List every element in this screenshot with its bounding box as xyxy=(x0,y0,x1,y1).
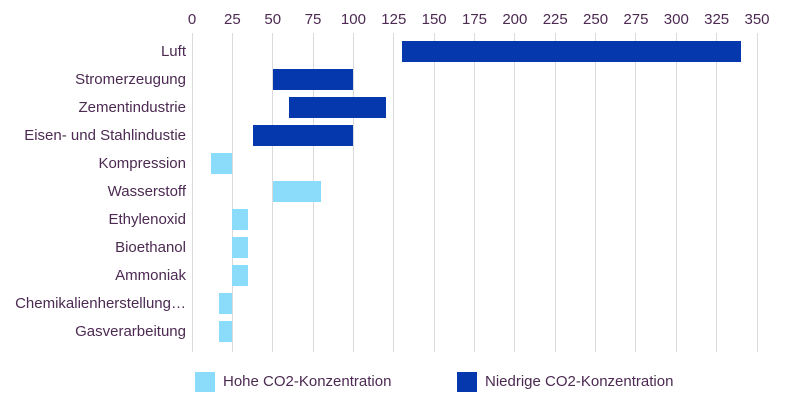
range-bar-wasserstoff xyxy=(272,181,322,202)
x-axis-tick-label: 50 xyxy=(264,11,282,28)
gridline xyxy=(595,33,597,352)
x-axis-tick-label: 275 xyxy=(623,11,649,28)
x-axis-tick-label: 75 xyxy=(304,11,322,28)
gridline xyxy=(474,33,475,352)
category-label: Kompression xyxy=(98,154,186,172)
x-axis-tick-label: 175 xyxy=(461,11,488,28)
category-label: Stromerzeugung xyxy=(75,70,186,88)
category-label: Eisen- und Stahlindustie xyxy=(24,126,186,144)
gridline xyxy=(433,33,435,352)
x-axis-tick-label: 25 xyxy=(224,11,241,28)
range-bar-ammoniak xyxy=(232,265,249,286)
x-axis-tick-label: 100 xyxy=(340,11,366,28)
range-bar-kompression xyxy=(211,153,233,174)
x-axis-tick-label: 200 xyxy=(502,11,528,28)
category-label: Zementindustrie xyxy=(78,98,186,116)
range-bar-luft xyxy=(401,41,741,62)
range-bar-gasverarbeitung xyxy=(219,321,233,342)
gridline xyxy=(514,33,516,352)
x-axis-tick-label: 150 xyxy=(421,11,447,28)
x-axis-tick-label: 250 xyxy=(583,11,609,28)
category-label: Bioethanol xyxy=(115,238,186,256)
x-axis-tick-label: 325 xyxy=(704,11,730,28)
range-bar-bioethanol xyxy=(232,237,249,258)
x-axis-tick-label: 350 xyxy=(744,11,770,28)
gridline xyxy=(716,33,718,352)
range-bar-zementindustrie xyxy=(288,97,386,118)
category-label: Wasserstoff xyxy=(107,182,186,200)
gridline xyxy=(675,33,677,352)
range-bar-stromerzeugung xyxy=(272,69,354,90)
category-label: Ethylenoxid xyxy=(108,210,186,228)
category-label: Chemikalienherstellung… xyxy=(15,294,186,312)
x-axis-tick-label: 300 xyxy=(663,11,689,28)
gridline xyxy=(756,33,758,352)
range-bar-ethylenoxid xyxy=(232,209,249,230)
legend-label: Niedrige CO2-Konzentration xyxy=(485,373,674,390)
x-axis-tick-label: 225 xyxy=(542,11,568,28)
legend-label: Hohe CO2-Konzentration xyxy=(223,373,392,390)
legend-swatch-high_co2 xyxy=(195,372,215,392)
x-axis-tick-label: 0 xyxy=(187,11,197,28)
gridline xyxy=(231,33,233,352)
range-bar-chemikalienherstellung xyxy=(219,293,233,314)
gridline xyxy=(393,33,395,352)
category-label: Gasverarbeitung xyxy=(75,322,186,340)
x-axis-tick-label: 125 xyxy=(381,11,407,28)
gridline xyxy=(191,33,193,352)
gridline xyxy=(352,33,354,352)
category-label: Luft xyxy=(160,42,186,60)
category-label: Ammoniak xyxy=(115,266,186,284)
legend-swatch-low_co2 xyxy=(457,372,477,392)
gridline xyxy=(554,33,556,352)
gridline xyxy=(635,33,637,352)
range-bar-eisen-und-stahlindustie xyxy=(253,125,354,146)
